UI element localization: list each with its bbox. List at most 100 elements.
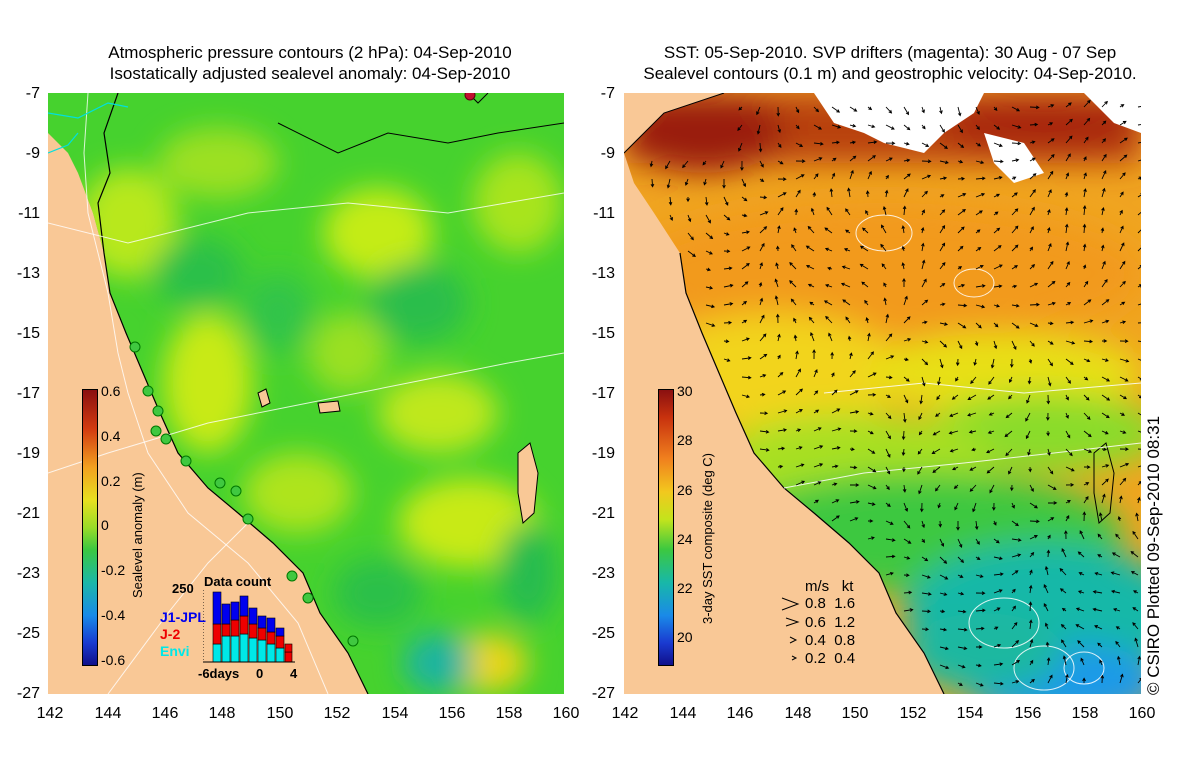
velocity-arrow — [813, 390, 819, 396]
velocity-arrow — [1119, 320, 1127, 325]
velocity-arrow — [1082, 205, 1087, 216]
velocity-arrow — [885, 448, 891, 458]
left-title-line-1: Atmospheric pressure contours (2 hPa): 0… — [108, 43, 512, 62]
velocity-arrow — [901, 245, 906, 252]
velocity-arrow — [939, 646, 949, 651]
velocity-arrow — [741, 196, 748, 202]
velocity-arrow — [975, 247, 982, 252]
velocity-arrow — [737, 124, 743, 132]
velocity-arrow — [777, 354, 781, 360]
velocity-arrow — [903, 124, 911, 131]
velocity-arrow — [1134, 637, 1139, 648]
velocity-arrow — [1046, 412, 1050, 421]
velocity-arrow — [1064, 530, 1068, 540]
sealevel-cbar-tick: 0.6 — [101, 383, 121, 399]
velocity-arrow — [938, 520, 943, 528]
left-y-tick: -13 — [16, 265, 40, 282]
velocity-arrow — [903, 188, 909, 198]
velocity-arrow — [741, 213, 748, 218]
velocity-arrow — [1011, 340, 1017, 350]
velocity-arrow — [805, 264, 815, 270]
velocity-arrow — [939, 574, 949, 580]
right-x-tick: 146 — [726, 705, 754, 722]
left-x-tick: 142 — [36, 705, 64, 722]
velocity-arrow — [825, 315, 833, 324]
velocity-arrow — [1065, 358, 1074, 365]
velocity-arrow — [795, 480, 806, 486]
velocity-arrow — [831, 140, 840, 145]
velocity-arrow — [1029, 206, 1035, 216]
left-x-tick: 156 — [438, 705, 466, 722]
left-y-tick: -11 — [18, 205, 40, 222]
velocity-arrow — [1083, 319, 1094, 324]
velocity-arrow — [843, 248, 851, 252]
velocity-arrow — [666, 178, 671, 189]
velocity-arrow — [1083, 156, 1087, 162]
velocity-arrow — [774, 278, 779, 288]
velocity-arrow — [987, 430, 995, 434]
velocity-arrow — [1062, 655, 1067, 666]
velocity-arrow — [939, 261, 946, 270]
velocity-arrow — [845, 208, 851, 216]
velocity-arrow — [705, 250, 713, 255]
velocity-arrow — [823, 300, 833, 306]
velocity-arrow — [1026, 394, 1031, 404]
velocity-arrow — [1137, 430, 1141, 433]
velocity-arrow — [1011, 588, 1016, 594]
velocity-arrow — [1047, 226, 1051, 234]
velocity-arrow — [1075, 624, 1085, 630]
right-x-tick: 142 — [611, 705, 639, 722]
velocity-arrow — [1137, 159, 1141, 162]
velocity-arrow — [1101, 299, 1110, 306]
velocity-arrow — [1028, 358, 1033, 364]
velocity-arrow — [993, 643, 1002, 648]
velocity-arrow — [1047, 104, 1055, 108]
velocity-arrow — [957, 176, 966, 181]
velocity-arrow — [777, 428, 788, 432]
velocity-arrow — [723, 339, 730, 344]
velocity-arrow — [831, 499, 840, 504]
velocity-arrow — [975, 322, 982, 329]
velocity-arrow — [795, 124, 800, 130]
velocity-arrow — [758, 142, 763, 153]
velocity-arrow — [901, 430, 906, 441]
velocity-arrow — [1097, 642, 1103, 648]
velocity-arrow — [902, 466, 906, 473]
velocity-arrow — [1101, 138, 1107, 144]
velocity-arrow — [957, 209, 966, 216]
velocity-arrow — [1079, 530, 1085, 540]
sst-colorbar-label: 3-day SST composite (deg C) — [700, 453, 715, 624]
velocity-arrow — [901, 448, 906, 457]
velocity-arrow — [849, 390, 859, 396]
velocity-arrow — [1061, 639, 1067, 648]
velocity-arrow — [1029, 226, 1034, 234]
right-x-tick: 150 — [841, 705, 869, 722]
velocity-arrow — [1029, 122, 1039, 127]
velocity-arrow — [993, 175, 1003, 180]
right-y-tick: -11 — [593, 205, 615, 222]
velocity-arrow — [1083, 280, 1089, 288]
velocity-arrow — [993, 340, 998, 350]
velocity-arrow — [939, 538, 945, 547]
sealevel-cbar-tick: 0.4 — [101, 428, 121, 444]
velocity-arrow — [975, 192, 986, 198]
velocity-arrow — [826, 206, 833, 216]
velocity-arrow — [864, 299, 869, 306]
velocity-arrow — [1101, 447, 1108, 452]
velocity-arrow — [1092, 590, 1103, 594]
velocity-arrow — [868, 519, 874, 523]
sst-cbar-tick: 20 — [677, 629, 693, 645]
left-y-tick: -23 — [16, 565, 40, 582]
velocity-arrow — [777, 207, 784, 216]
velocity-arrow — [993, 284, 1003, 289]
right-y-tick: -7 — [600, 85, 615, 102]
velocity-arrow — [723, 249, 731, 254]
velocity-unit-ms: m/s — [805, 578, 830, 595]
velocity-arrow — [1025, 430, 1031, 440]
velocity-arrow — [849, 517, 859, 522]
velocity-arrow — [1101, 319, 1110, 324]
velocity-arrow — [885, 484, 890, 491]
velocity-arrow — [1083, 412, 1091, 421]
velocity-arrow — [686, 197, 690, 203]
velocity-arrow — [741, 375, 752, 380]
